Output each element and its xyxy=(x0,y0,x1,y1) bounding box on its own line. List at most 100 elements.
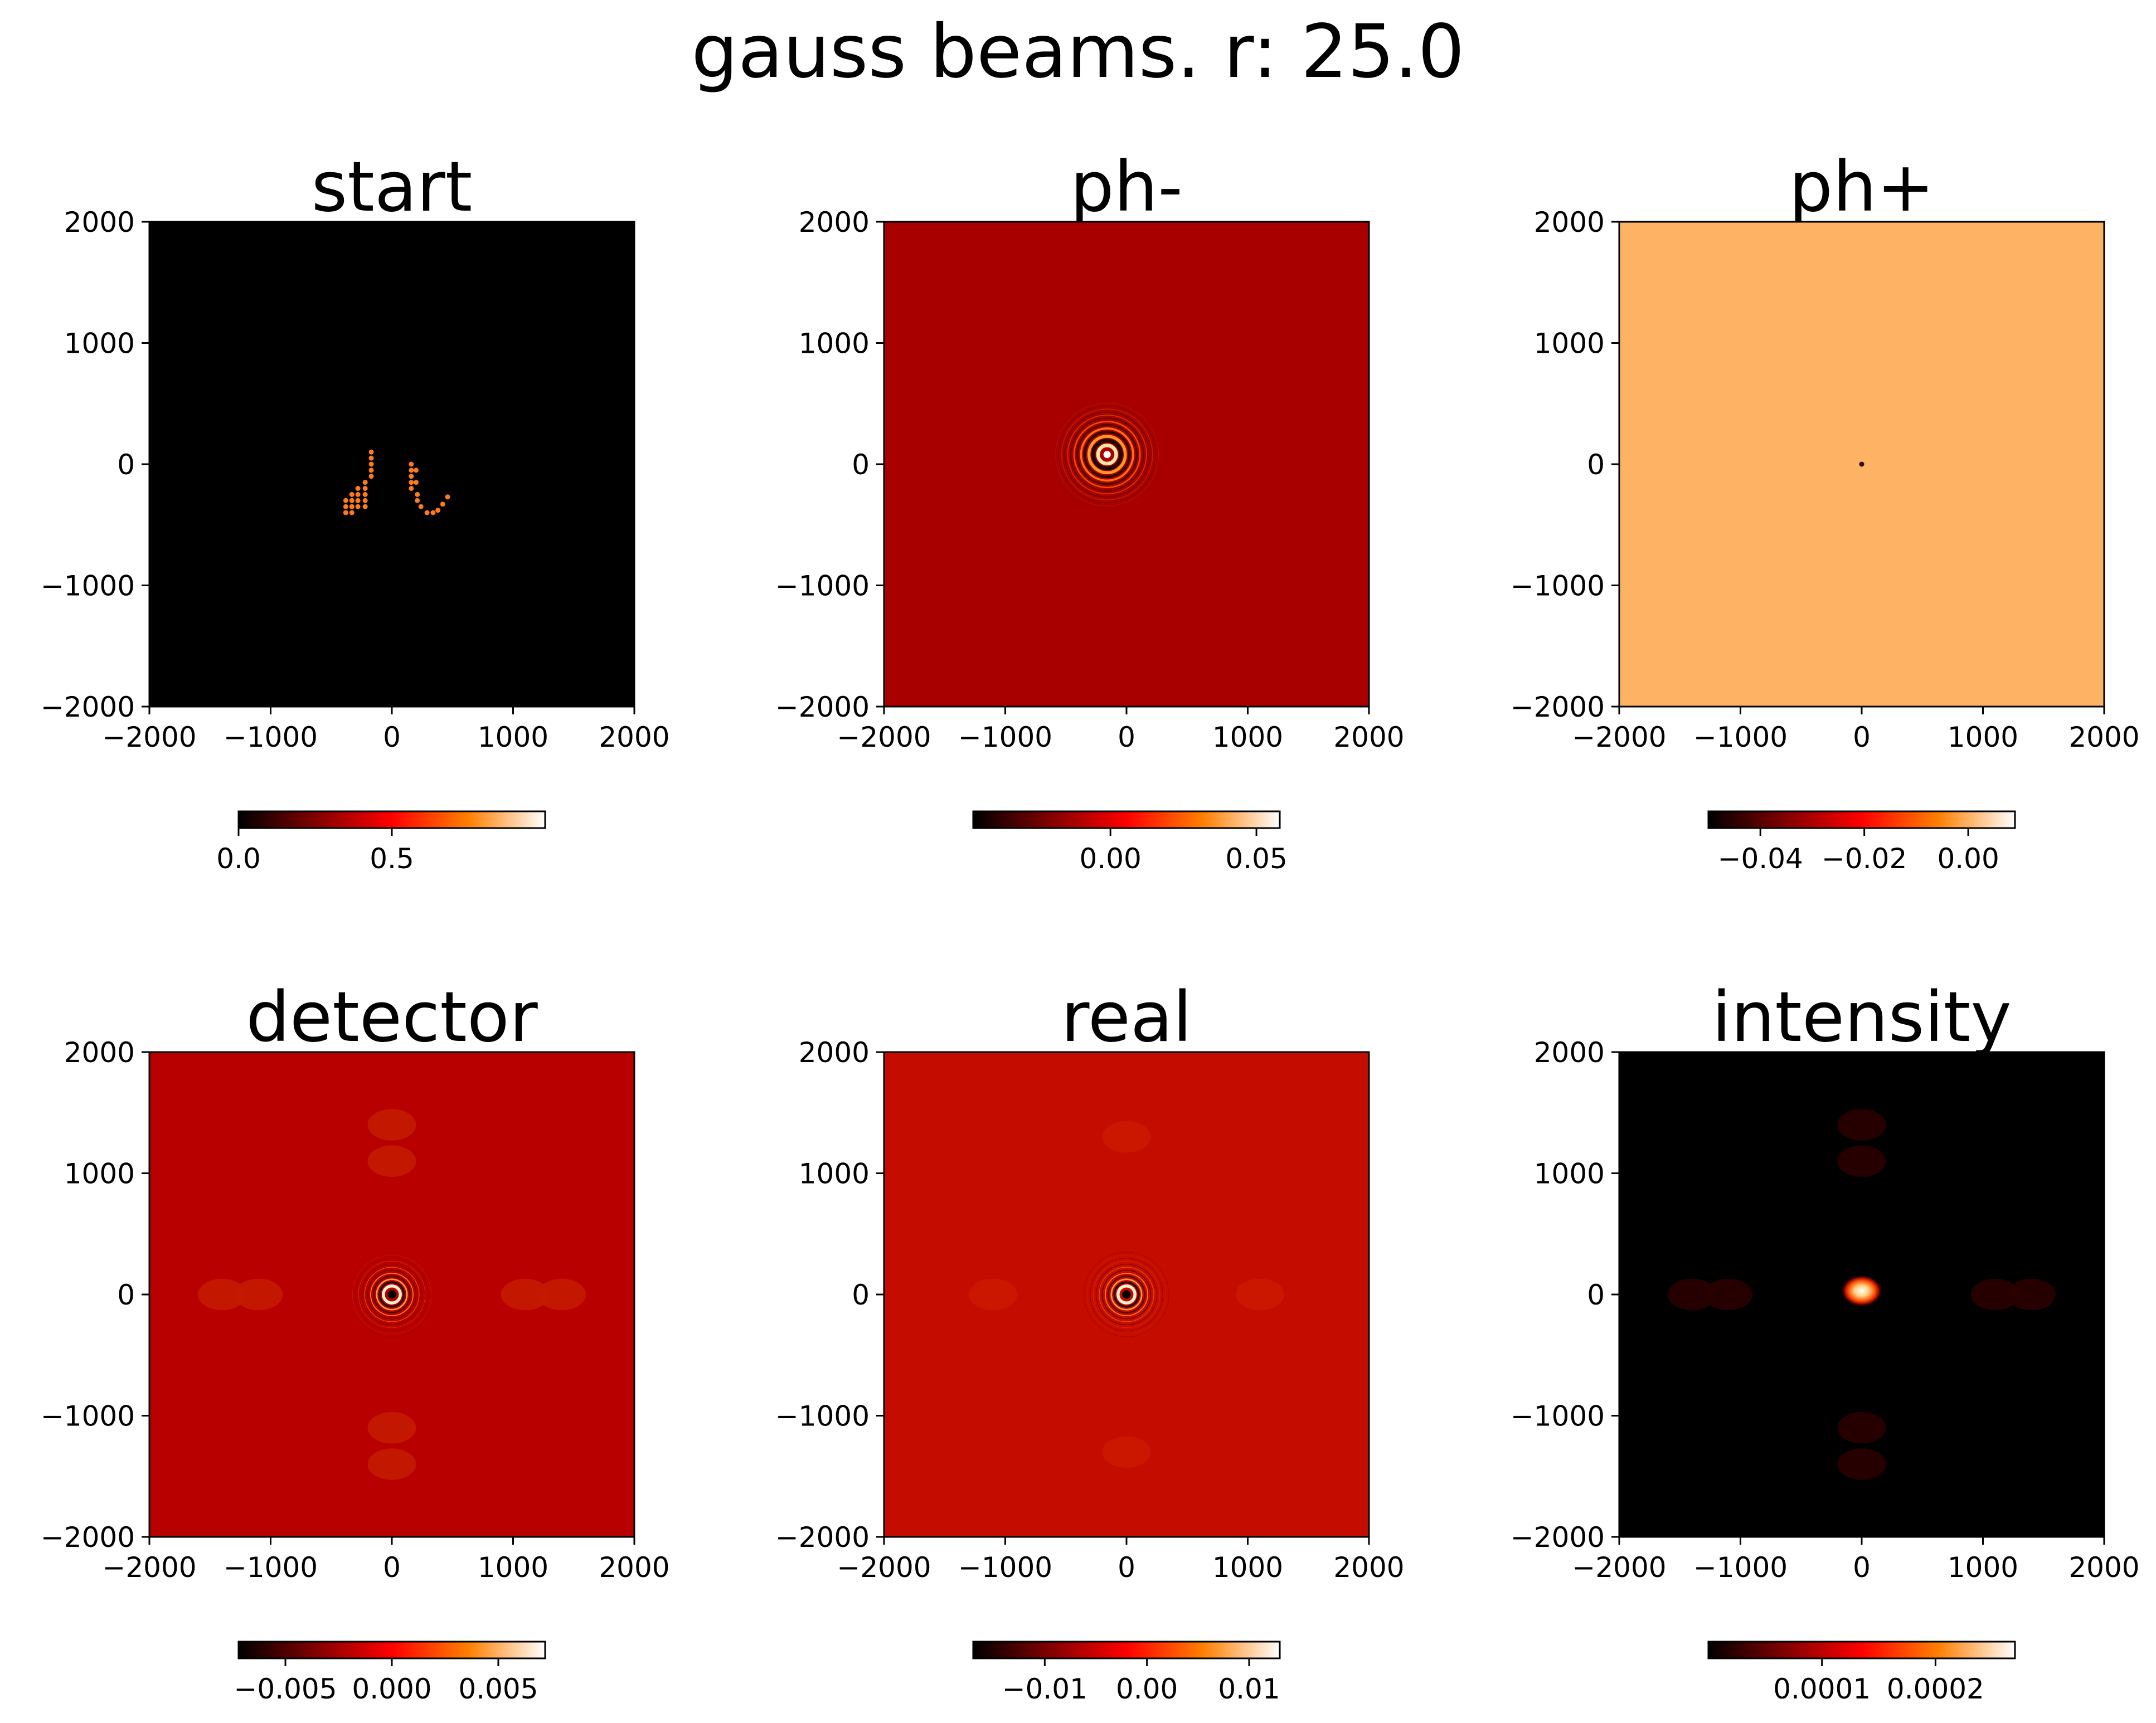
beam-dot xyxy=(368,468,374,473)
ring xyxy=(1096,1264,1157,1325)
x-tick-label: 0 xyxy=(1118,721,1135,753)
y-tick-label: −2000 xyxy=(1511,691,1605,723)
ring xyxy=(370,1273,414,1316)
y-tick-label: 0 xyxy=(117,1279,135,1311)
ring xyxy=(1087,435,1127,474)
subplot-title: ph+ xyxy=(1789,147,1934,227)
side-lobe xyxy=(367,1448,416,1480)
beam-dot xyxy=(355,486,361,491)
figure-suptitle: gauss beams. r: 25.0 xyxy=(691,9,1464,95)
heatmap-image xyxy=(884,222,1369,707)
side-lobe xyxy=(1102,1436,1151,1468)
colorbar-tick-label: 0.5 xyxy=(370,843,414,875)
colorbar-tick-label: −0.01 xyxy=(1002,1673,1087,1705)
ring xyxy=(1110,1278,1143,1311)
ring xyxy=(1055,402,1159,507)
side-lobe xyxy=(1837,1109,1886,1141)
subplot-title: detector xyxy=(246,977,538,1058)
x-tick-label: 1000 xyxy=(1948,1551,2018,1584)
x-tick-label: 2000 xyxy=(1333,1551,1404,1584)
beam-dot xyxy=(368,461,374,467)
ring xyxy=(1061,408,1153,500)
beam-dot xyxy=(343,498,348,503)
x-tick-label: −2000 xyxy=(1572,1551,1666,1584)
colorbar-tick-label: 0.005 xyxy=(458,1673,538,1705)
side-lobe xyxy=(2007,1278,2056,1311)
colorbar-tick-label: 0.00 xyxy=(1937,843,1999,875)
x-tick-label: 1000 xyxy=(478,1551,548,1584)
y-tick-label: 0 xyxy=(852,1279,870,1311)
y-tick-label: −1000 xyxy=(1511,570,1605,602)
y-tick-label: −1000 xyxy=(41,1400,135,1433)
colorbar xyxy=(972,810,1281,829)
x-tick-label: −1000 xyxy=(224,1551,318,1584)
beam-dot xyxy=(368,449,374,455)
beam-dot xyxy=(362,486,368,491)
y-tick-label: 2000 xyxy=(1534,1036,1605,1069)
ring-core xyxy=(1103,451,1111,459)
beam-dot xyxy=(343,510,348,515)
ring xyxy=(376,1278,408,1311)
ring xyxy=(378,1281,405,1308)
side-lobe xyxy=(1235,1278,1284,1311)
colorbar-tick-label: 0.0001 xyxy=(1773,1673,1871,1705)
beam-dot xyxy=(355,504,361,509)
beam-dot xyxy=(349,491,355,497)
ring xyxy=(358,1260,426,1328)
y-tick-label: −1000 xyxy=(775,570,870,602)
x-tick-label: 1000 xyxy=(1948,721,2018,753)
ring xyxy=(1113,1281,1140,1308)
colorbar xyxy=(972,1641,1281,1659)
beam-dot xyxy=(362,498,368,503)
beam-dot xyxy=(368,455,374,461)
x-tick-label: 0 xyxy=(1853,721,1871,753)
y-tick-label: −1000 xyxy=(775,1400,870,1433)
x-tick-label: −1000 xyxy=(958,721,1052,753)
x-tick-label: −2000 xyxy=(102,1551,196,1584)
ring xyxy=(1092,1260,1160,1328)
y-tick-label: 1000 xyxy=(1534,1158,1605,1190)
ring xyxy=(1080,427,1134,482)
colorbar xyxy=(237,810,546,829)
ring xyxy=(382,1284,402,1305)
y-tick-label: 1000 xyxy=(799,1158,870,1190)
beam-dot xyxy=(349,504,355,509)
beam-dot xyxy=(424,510,430,515)
ring xyxy=(1083,431,1131,479)
x-tick-label: −2000 xyxy=(102,721,196,753)
side-lobe xyxy=(367,1109,416,1141)
subplot-ph-: ph- −2000 −1000 0 1000 2000 2000 1000 0 −1000 −200… xyxy=(775,147,1405,875)
colorbar-tick-label: −0.02 xyxy=(1822,843,1907,875)
ring xyxy=(1084,1252,1169,1337)
x-tick-label: 1000 xyxy=(1212,1551,1283,1584)
x-tick-label: 0 xyxy=(383,1551,401,1584)
side-lobe xyxy=(1837,1448,1886,1480)
colorbar-tick-label: −0.005 xyxy=(234,1673,337,1705)
ring xyxy=(1096,444,1118,466)
x-tick-label: 1000 xyxy=(478,721,548,753)
beam-dot xyxy=(409,461,414,467)
heatmap-background xyxy=(149,222,634,707)
ring xyxy=(1090,1258,1163,1331)
side-lobe xyxy=(367,1145,416,1177)
ring xyxy=(352,1254,432,1335)
beam-dot xyxy=(418,504,424,509)
beam-dot xyxy=(355,491,361,497)
x-tick-label: 0 xyxy=(1118,1551,1135,1584)
x-tick-label: −1000 xyxy=(958,1551,1052,1584)
ring-core xyxy=(1122,1290,1131,1299)
side-lobe xyxy=(1837,1145,1886,1177)
ring xyxy=(349,1252,435,1337)
ring xyxy=(1091,439,1123,470)
subplot-detector: detector −2000 −1000 0 1000 2000 2000 1000 0 −100… xyxy=(41,977,670,1705)
colorbar-tick-label: 0.0002 xyxy=(1887,1673,1984,1705)
y-tick-label: 2000 xyxy=(799,1036,870,1069)
beam-dot xyxy=(430,510,436,515)
subplot-title: real xyxy=(1061,977,1192,1058)
y-tick-label: −2000 xyxy=(775,691,870,723)
ring-core xyxy=(387,1290,396,1299)
x-tick-label: 1000 xyxy=(1212,721,1283,753)
heatmap-image xyxy=(149,222,634,707)
heatmap-image xyxy=(1619,1052,2104,1537)
y-tick-label: −1000 xyxy=(41,570,135,602)
